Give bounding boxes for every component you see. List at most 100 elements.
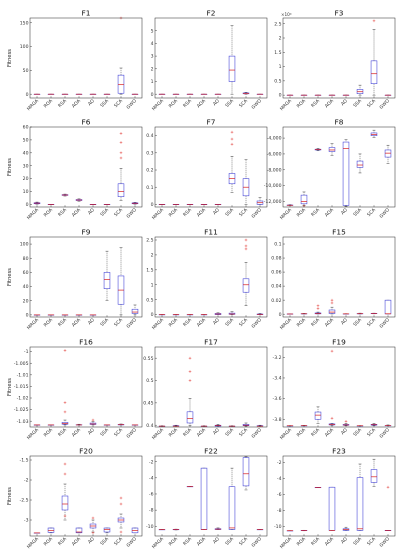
chart-panel: F2 0 1 2 3 4 5 MRGA ROA RSA AOA AO SSA SCA GWO <box>151 9 268 112</box>
iqr-box <box>186 411 194 424</box>
y-tick-label: -3.4 <box>273 376 282 382</box>
iqr-box <box>117 74 125 94</box>
outlier-marker <box>188 356 192 360</box>
plot-frame <box>154 346 268 428</box>
y-tick-label: 0.2 <box>146 168 153 174</box>
chart-panel: F11 0 0.5 1 1.5 2 2.5 MRGA ROA RSA AOA AO SSA SCA GWO <box>146 228 268 331</box>
y-axis-label: Fitness <box>7 378 13 396</box>
y-tick-label: 0.1 <box>274 242 281 248</box>
y-tick-label: -1 <box>24 349 29 355</box>
iqr-box <box>228 486 236 530</box>
y-tick-label: 1 <box>151 79 154 85</box>
x-tick-label: AO <box>212 536 221 545</box>
x-tick-label: ROA <box>296 98 308 110</box>
y-tick-label: 50 <box>23 68 29 74</box>
x-tick-label: GWO <box>125 536 138 549</box>
y-tick-label: 1 <box>151 282 154 288</box>
iqr-box <box>103 527 111 533</box>
box-RSA <box>61 193 69 197</box>
x-tick-label: SSA <box>352 536 363 547</box>
chart-panel: F20 Fitness -3 -2.5 -2 -1.5 MRGA ROA RSA AOA AO SSA… <box>7 447 143 550</box>
box-SSA <box>228 25 236 95</box>
x-tick-label: RSA <box>57 536 68 547</box>
plot-frame <box>154 236 268 318</box>
box-AO <box>214 312 222 315</box>
y-axis-label: Fitness <box>7 487 13 505</box>
outlier-marker <box>91 418 95 422</box>
x-tick-label: AOA <box>324 536 336 548</box>
x-tick-label: AO <box>340 317 349 326</box>
x-tick-label: SSA <box>224 317 235 328</box>
box-SCA <box>117 16 125 95</box>
chart-title: F8 <box>335 118 344 127</box>
x-tick-label: RSA <box>182 317 193 328</box>
x-tick-label: RSA <box>310 317 321 328</box>
x-tick-label: MRGA <box>279 317 294 332</box>
box-RSA <box>186 356 194 426</box>
chart-title: F9 <box>82 228 91 237</box>
x-tick-label: ROA <box>168 98 180 110</box>
x-tick-label: SSA <box>352 427 363 438</box>
box-AO <box>89 418 97 426</box>
box-AOA <box>328 486 336 531</box>
x-tick-label: SSA <box>352 98 363 109</box>
y-tick-label: -8 <box>149 508 154 514</box>
plot-frame <box>154 17 268 99</box>
y-tick-label: 60 <box>23 270 29 276</box>
y-tick-label: 0.1 <box>146 185 153 191</box>
plot-frame <box>29 455 143 537</box>
chart-title: F2 <box>207 9 216 18</box>
x-tick-label: MRGA <box>26 317 41 332</box>
x-tick-label: SCA <box>366 207 377 218</box>
x-tick-label: AOA <box>324 98 336 110</box>
y-tick-label: 1.5 <box>146 267 153 273</box>
chart-panel: F9 Fitness 0 20 40 60 80 100 MRGA ROA RSA AOA AO SSA S… <box>7 228 143 332</box>
x-tick-label: MRGA <box>26 427 41 442</box>
iqr-box <box>200 467 208 530</box>
y-tick-label: 2 <box>279 36 282 42</box>
chart-title: F11 <box>204 228 218 237</box>
box-ROA <box>300 313 308 315</box>
x-tick-label: GWO <box>125 427 138 440</box>
y-tick-label: 2 <box>151 66 154 72</box>
outlier-marker <box>63 462 67 466</box>
outlier-marker <box>330 349 334 353</box>
box-SSA <box>356 312 364 315</box>
y-tick-label: 0.5 <box>146 297 153 303</box>
x-tick-label: GWO <box>250 207 263 220</box>
y-tick-label: -3.8 <box>273 417 282 423</box>
y-axis-label: Fitness <box>7 158 13 176</box>
y-tick-label: 1.5 <box>274 50 281 56</box>
x-tick-label: ROA <box>296 317 308 329</box>
x-tick-label: ROA <box>296 427 308 439</box>
outlier-marker <box>330 301 334 305</box>
iqr-box <box>370 60 378 84</box>
outlier-marker <box>244 244 248 248</box>
box-SCA <box>242 238 250 306</box>
y-tick-label: -2 <box>24 478 29 484</box>
y-tick-label: 0.06 <box>271 270 281 276</box>
outlier-marker <box>63 514 67 518</box>
axis-multiplier: ×10⁴ <box>281 12 292 17</box>
box-SCA <box>370 423 378 426</box>
box-SSA <box>103 250 111 301</box>
box-AOA <box>75 198 83 202</box>
box-SSA <box>228 130 236 193</box>
y-tick-label: 0 <box>279 93 282 99</box>
x-tick-label: AOA <box>71 207 83 219</box>
outlier-marker <box>188 370 192 373</box>
y-tick-label: 0 <box>26 202 29 208</box>
y-tick-label: 2 <box>151 253 154 259</box>
y-tick-label: 0 <box>26 312 29 318</box>
x-tick-label: SCA <box>113 317 124 328</box>
y-tick-label: 0 <box>26 92 29 98</box>
iqr-box <box>228 55 236 82</box>
x-tick-label: MRGA <box>279 98 294 113</box>
iqr-box <box>242 457 250 487</box>
box-AO <box>214 527 222 530</box>
box-AOA <box>328 298 336 315</box>
y-tick-label: 1 <box>279 64 282 70</box>
x-tick-label: AOA <box>196 207 208 219</box>
plot-frame <box>29 17 143 99</box>
